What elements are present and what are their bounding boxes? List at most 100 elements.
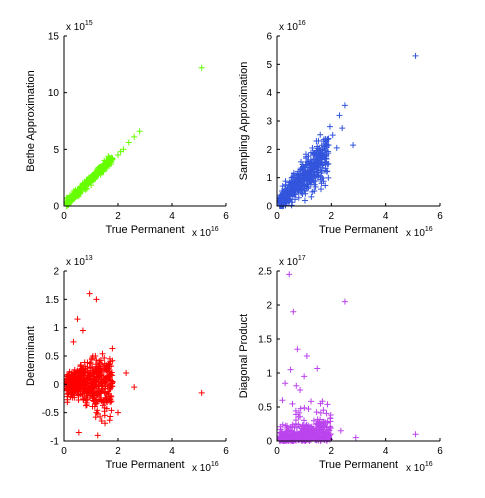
data-point — [98, 388, 105, 395]
data-point — [326, 123, 333, 130]
data-point — [289, 193, 296, 200]
data-point — [107, 413, 114, 420]
data-point — [294, 346, 301, 353]
y-tick-label: 2 — [53, 267, 59, 278]
y-tick-label: 2.5 — [258, 267, 272, 278]
data-point — [323, 155, 330, 162]
y-tick-label: 1 — [266, 173, 272, 184]
data-point — [76, 374, 83, 381]
data-point — [290, 187, 297, 194]
data-point — [89, 403, 96, 410]
data-point — [412, 52, 419, 59]
data-point — [329, 132, 336, 139]
data-point — [301, 404, 308, 411]
data-point — [316, 429, 323, 436]
data-point — [98, 374, 105, 381]
y-tick-label: 1.5 — [258, 335, 272, 346]
data-point — [317, 186, 324, 193]
data-point — [305, 175, 312, 182]
data-point — [85, 389, 92, 396]
data-point — [108, 371, 115, 378]
data-point — [308, 193, 315, 200]
data-point — [96, 382, 103, 389]
data-point — [303, 162, 310, 169]
data-point — [311, 165, 318, 172]
data-point — [65, 196, 72, 203]
data-point — [302, 173, 309, 180]
data-point — [73, 386, 80, 393]
data-point — [341, 298, 348, 305]
data-point — [308, 398, 315, 405]
data-point — [106, 355, 113, 362]
data-point — [115, 409, 121, 416]
data-point — [86, 290, 93, 297]
data-point — [299, 163, 306, 170]
data-point — [87, 394, 94, 401]
data-point — [314, 143, 321, 150]
data-point — [94, 392, 101, 399]
y-tick-label: 2 — [266, 145, 272, 156]
data-point — [298, 428, 305, 435]
data-point — [93, 357, 100, 364]
data-point — [295, 194, 302, 201]
chart-panel-2: 0 2 4 6 0 1 2 3 4 5 6 x 1016 x 1016 True Permanent Sam… — [238, 20, 443, 239]
data-point — [313, 409, 320, 416]
data-point — [285, 426, 292, 433]
data-point — [290, 308, 297, 315]
x-tick-label: 6 — [223, 446, 229, 457]
x-tick-label: 4 — [169, 211, 175, 222]
data-point — [317, 400, 324, 407]
data-point — [327, 425, 334, 432]
y-tick-label: 0.5 — [45, 352, 59, 363]
data-point — [324, 136, 331, 143]
data-point — [102, 161, 109, 168]
chart-panel-1: 0 2 4 6 0 5 10 15 x 1015 x 1016 True Permanent Beth… — [25, 20, 229, 239]
data-point — [109, 372, 116, 379]
data-point — [289, 421, 296, 428]
data-point — [98, 418, 105, 425]
data-point — [92, 414, 99, 421]
scatter-points — [63, 64, 205, 209]
data-point — [279, 183, 286, 190]
data-point — [286, 271, 293, 278]
data-point — [316, 419, 323, 426]
data-point — [115, 152, 121, 158]
data-point — [75, 391, 82, 398]
x-tick-label: 0 — [61, 211, 67, 222]
data-point — [339, 125, 346, 132]
x-tick-label: 2 — [115, 211, 121, 222]
scatter-points — [276, 271, 419, 444]
x-multiplier: x 1016 — [192, 461, 219, 474]
data-point — [304, 425, 311, 432]
data-point — [65, 389, 72, 396]
x-tick-label: 4 — [383, 446, 389, 457]
data-point — [301, 197, 308, 204]
y-multiplier: x 1015 — [66, 20, 93, 33]
data-point — [336, 112, 343, 119]
data-point — [293, 382, 300, 389]
data-point — [66, 368, 73, 375]
data-point — [64, 380, 71, 387]
data-point — [82, 402, 89, 409]
data-point — [77, 184, 84, 191]
y-tick-label: 4 — [266, 88, 272, 99]
data-point — [320, 178, 327, 185]
data-point — [310, 417, 317, 424]
data-point — [290, 173, 297, 180]
data-point — [101, 412, 108, 419]
data-point — [95, 378, 102, 385]
data-point — [125, 139, 132, 146]
data-point — [317, 409, 324, 416]
y-multiplier: x 1013 — [66, 255, 93, 268]
data-point — [79, 365, 86, 372]
y-tick-label: 0 — [53, 380, 59, 391]
data-point — [92, 353, 99, 360]
data-point — [92, 368, 99, 375]
data-point — [90, 382, 97, 389]
data-point — [92, 398, 99, 405]
data-point — [412, 431, 419, 438]
data-point — [103, 367, 110, 374]
data-point — [88, 386, 95, 393]
data-point — [68, 193, 75, 200]
